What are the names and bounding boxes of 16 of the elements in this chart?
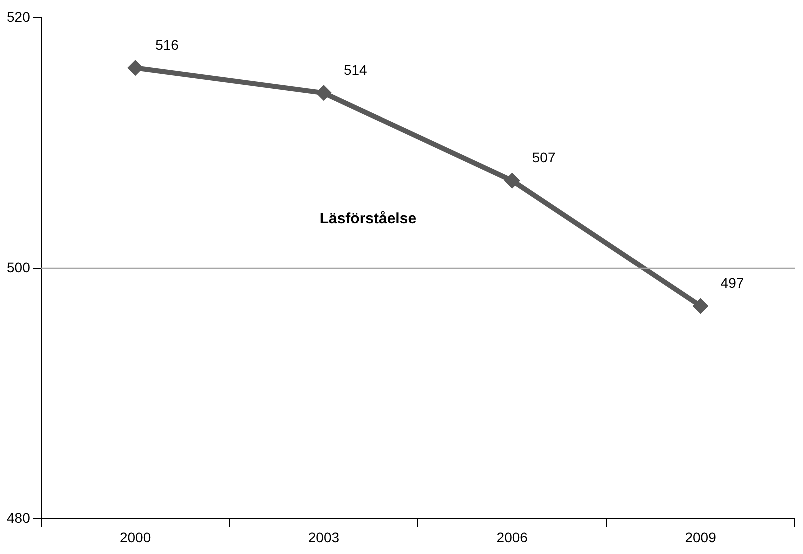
data-label: 516 [156, 36, 180, 53]
data-label: 514 [344, 62, 368, 78]
text: Läsförståelse [320, 210, 417, 228]
data-label: 507 [532, 150, 556, 166]
y-tick-label: 480 [7, 510, 31, 526]
x-tick-label: 2009 [685, 529, 717, 546]
x-tick-label: 2003 [308, 529, 340, 546]
x-tick-label: 2006 [496, 529, 528, 546]
point [692, 298, 709, 314]
y-tick-label: 520 [7, 8, 31, 25]
y-tick-label: 500 [7, 259, 31, 276]
x-tick-label: 2000 [120, 529, 152, 546]
point [128, 60, 144, 76]
data-label: 497 [720, 275, 744, 292]
point [316, 85, 332, 102]
point [504, 172, 520, 189]
